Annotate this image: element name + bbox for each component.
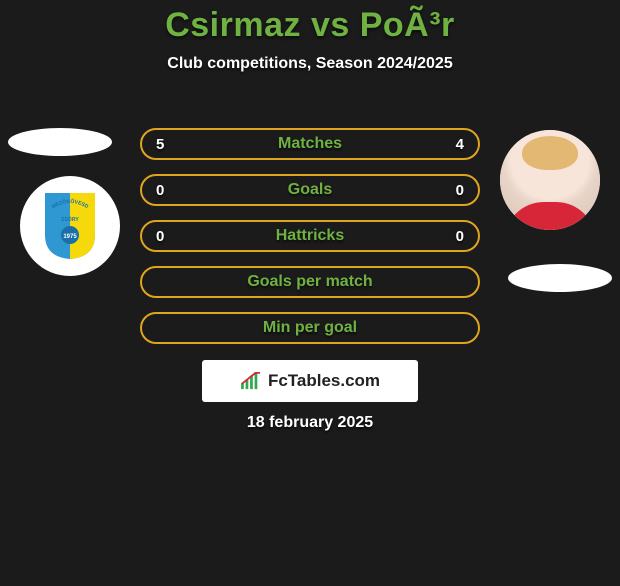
site-attribution: FcTables.com [202,360,418,402]
right-accent-pill [508,264,612,292]
stat-label: Goals [288,181,332,199]
club-crest-icon: 1975 MEZŐKÖVESD ZSÓRY [43,191,97,261]
avatar-icon [500,130,600,230]
date-label: 18 february 2025 [0,414,620,432]
stat-row: Min per goal [140,312,480,344]
stat-row: Hattricks 0 0 [140,220,480,252]
stat-row: Matches 5 4 [140,128,480,160]
barchart-icon [240,372,262,390]
stat-value-left: 0 [156,182,164,199]
stat-value-left: 5 [156,136,164,153]
stat-value-right: 4 [456,136,464,153]
stat-row: Goals 0 0 [140,174,480,206]
page-subtitle: Club competitions, Season 2024/2025 [0,55,620,73]
stat-value-left: 0 [156,228,164,245]
page-title: Csirmaz vs PoÃ³r [0,6,620,45]
left-accent-pill [8,128,112,156]
stat-rows: Matches 5 4 Goals 0 0 Hattricks 0 0 Goals per mat… [140,128,480,358]
right-player-avatar [500,130,600,230]
left-club-badge: 1975 MEZŐKÖVESD ZSÓRY [20,176,120,276]
stat-label: Matches [278,135,342,153]
stat-row: Goals per match [140,266,480,298]
svg-text:ZSÓRY: ZSÓRY [61,215,79,223]
stat-label: Min per goal [263,319,357,337]
stat-label: Goals per match [247,273,372,291]
stat-label: Hattricks [276,227,344,245]
site-label: FcTables.com [268,371,380,391]
stat-value-right: 0 [456,182,464,199]
stat-value-right: 0 [456,228,464,245]
crest-year: 1975 [63,234,77,240]
